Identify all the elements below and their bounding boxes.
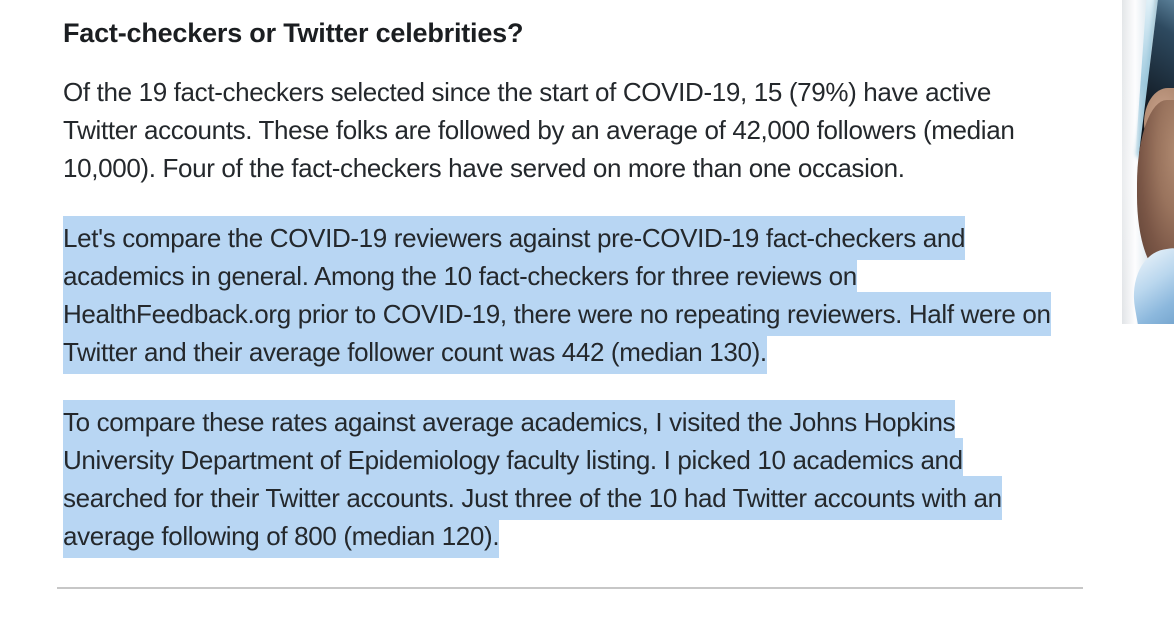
section-divider — [57, 587, 1083, 589]
section-heading: Fact-checkers or Twitter celebrities? — [63, 18, 524, 48]
photo-hand-holding-phone-fragment — [1122, 0, 1174, 324]
paragraph-academics-comparison-selected: To compare these rates against average a… — [63, 400, 1071, 558]
paragraph-fact-checkers-stats: Of the 19 fact-checkers selected since t… — [63, 73, 1071, 187]
selected-text: Let's compare the COVID-19 reviewers aga… — [63, 216, 1051, 374]
paragraph-text: Of the 19 fact-checkers selected since t… — [63, 77, 1015, 183]
article-content: Fact-checkers or Twitter celebrities? Of… — [57, 17, 1083, 589]
selected-text: To compare these rates against average a… — [63, 400, 1002, 558]
hand — [1137, 100, 1174, 275]
paragraph-pre-covid-comparison-selected: Let's compare the COVID-19 reviewers aga… — [63, 216, 1071, 374]
